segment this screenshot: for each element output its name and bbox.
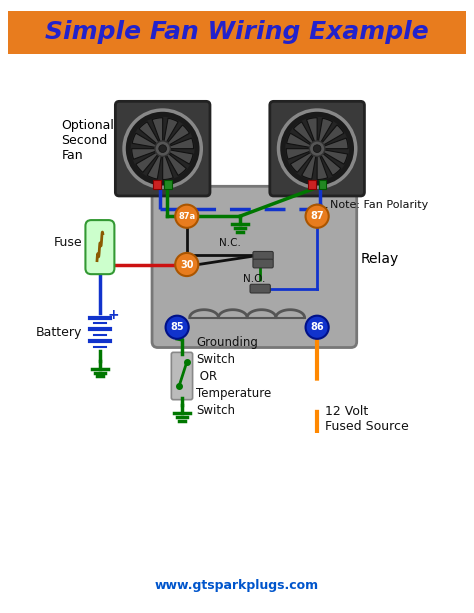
Wedge shape xyxy=(132,149,163,159)
Text: 30: 30 xyxy=(180,259,193,270)
Wedge shape xyxy=(301,149,317,179)
FancyBboxPatch shape xyxy=(85,220,114,274)
Text: 87: 87 xyxy=(310,211,324,221)
Circle shape xyxy=(175,205,199,228)
FancyBboxPatch shape xyxy=(172,352,192,400)
Wedge shape xyxy=(317,149,347,164)
FancyBboxPatch shape xyxy=(154,180,161,189)
Text: +: + xyxy=(108,308,119,322)
FancyBboxPatch shape xyxy=(270,101,365,196)
FancyBboxPatch shape xyxy=(115,101,210,196)
Circle shape xyxy=(310,141,325,156)
Text: Relay: Relay xyxy=(361,253,399,267)
Text: Battery: Battery xyxy=(36,326,82,338)
Circle shape xyxy=(155,141,170,156)
Circle shape xyxy=(306,205,328,228)
Wedge shape xyxy=(139,122,163,149)
Text: 12 Volt
Fused Source: 12 Volt Fused Source xyxy=(325,405,409,433)
FancyBboxPatch shape xyxy=(152,186,357,348)
Text: N.C.: N.C. xyxy=(219,238,241,248)
Text: 86: 86 xyxy=(310,322,324,332)
Text: Note: Fan Polarity: Note: Fan Polarity xyxy=(330,200,428,210)
Wedge shape xyxy=(293,122,317,149)
Text: Grounding
Switch
 OR
Temperature
Switch: Grounding Switch OR Temperature Switch xyxy=(196,335,272,416)
FancyBboxPatch shape xyxy=(250,284,270,293)
Wedge shape xyxy=(163,125,190,149)
FancyBboxPatch shape xyxy=(253,251,273,260)
Text: www.gtsparkplugs.com: www.gtsparkplugs.com xyxy=(155,579,319,592)
FancyBboxPatch shape xyxy=(8,10,466,54)
Wedge shape xyxy=(163,118,178,149)
Wedge shape xyxy=(136,149,163,172)
Text: 85: 85 xyxy=(170,322,184,332)
FancyBboxPatch shape xyxy=(253,259,273,268)
Text: N.O.: N.O. xyxy=(243,274,265,284)
Circle shape xyxy=(131,117,194,180)
Wedge shape xyxy=(132,133,163,149)
Wedge shape xyxy=(152,118,163,149)
FancyBboxPatch shape xyxy=(319,180,326,189)
Wedge shape xyxy=(317,149,341,175)
Text: Optional
Second
Fan: Optional Second Fan xyxy=(61,120,114,162)
Text: Simple Fan Wiring Example: Simple Fan Wiring Example xyxy=(45,20,429,44)
Wedge shape xyxy=(163,149,173,180)
Circle shape xyxy=(313,145,321,153)
FancyBboxPatch shape xyxy=(308,180,316,189)
Circle shape xyxy=(124,110,201,188)
Wedge shape xyxy=(147,149,163,179)
Wedge shape xyxy=(163,149,186,175)
Circle shape xyxy=(159,145,166,153)
Circle shape xyxy=(285,117,349,180)
Circle shape xyxy=(306,316,328,339)
Wedge shape xyxy=(317,149,328,180)
Wedge shape xyxy=(317,118,333,149)
Circle shape xyxy=(165,316,189,339)
Text: Fuse: Fuse xyxy=(54,236,82,249)
Circle shape xyxy=(279,110,356,188)
Text: 87a: 87a xyxy=(178,211,195,221)
Wedge shape xyxy=(317,138,348,149)
Circle shape xyxy=(175,253,199,276)
Wedge shape xyxy=(286,149,317,159)
Wedge shape xyxy=(307,118,317,149)
Wedge shape xyxy=(163,149,193,164)
FancyBboxPatch shape xyxy=(164,180,172,189)
Wedge shape xyxy=(317,125,344,149)
Wedge shape xyxy=(291,149,317,172)
Wedge shape xyxy=(163,138,193,149)
Wedge shape xyxy=(287,133,317,149)
